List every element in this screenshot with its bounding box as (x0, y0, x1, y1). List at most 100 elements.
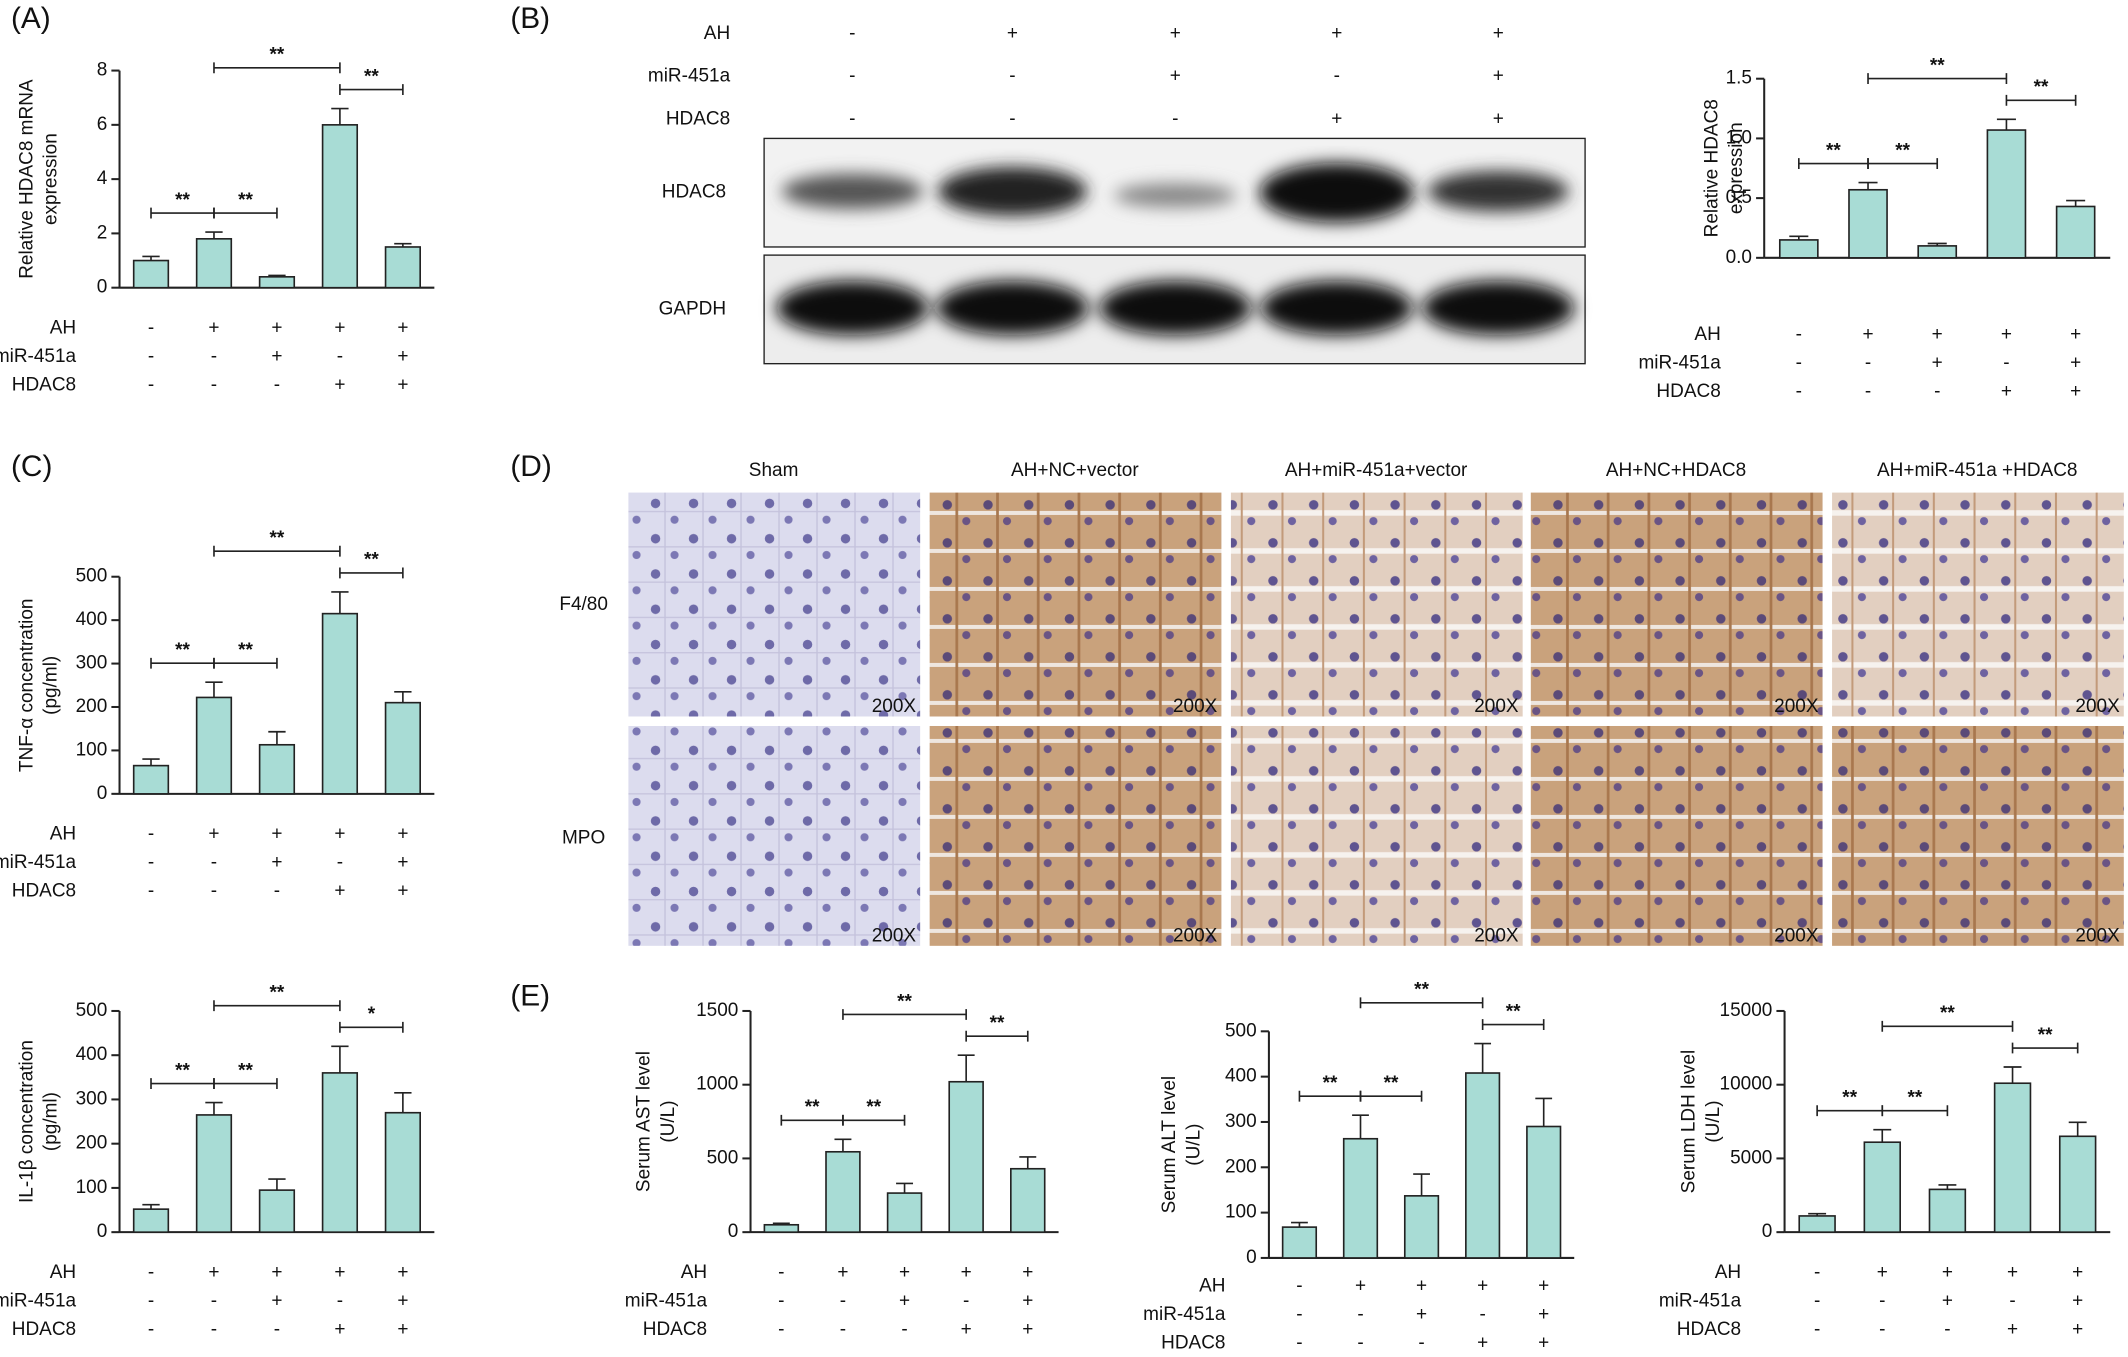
condition-sign: + (397, 852, 408, 873)
bar (195, 238, 233, 289)
condition-sign: - (1009, 108, 1015, 129)
condition-sign: - (1796, 324, 1802, 345)
significance-bracket (1881, 1020, 2014, 1032)
significance-label: ** (238, 190, 253, 211)
condition-sign: - (148, 346, 154, 367)
error-bar (1927, 242, 1947, 246)
significance-bracket (1867, 73, 2008, 85)
condition-sign: + (208, 1262, 219, 1283)
significance-label: ** (175, 1060, 190, 1081)
error-bar (1808, 1212, 1827, 1216)
y-tick-label: 0.0 (1726, 247, 1752, 268)
condition-sign: - (274, 374, 280, 395)
condition-label: miR-451a (0, 346, 77, 367)
bar (1986, 129, 2027, 259)
panel-label: (E) (510, 979, 550, 1012)
condition-sign: - (1357, 1332, 1363, 1353)
error-bar (772, 1222, 790, 1225)
column-label: Sham (749, 460, 799, 481)
y-tick-label: 0 (1762, 1221, 1773, 1242)
error-bar (331, 1045, 349, 1073)
condition-sign: - (849, 108, 855, 129)
magnification: 200X (1474, 696, 1519, 717)
y-axis-label: Serum ALT level (1159, 1076, 1180, 1214)
condition-sign: + (899, 1290, 910, 1311)
bar (1928, 1188, 1967, 1233)
condition-sign: + (1942, 1290, 1953, 1311)
row-label: MPO (562, 828, 605, 849)
significance-label: ** (1895, 140, 1910, 161)
condition-sign: + (1331, 108, 1342, 129)
condition-sign: - (211, 1290, 217, 1311)
significance-label: ** (1842, 1087, 1857, 1108)
error-bar (205, 681, 223, 698)
y-axis-label: expression (1726, 122, 1747, 214)
condition-sign: - (1418, 1332, 1424, 1353)
condition-sign: + (2070, 324, 2081, 345)
condition-sign: - (1796, 353, 1802, 374)
y-tick-label: 2 (97, 222, 108, 243)
bar (948, 1080, 984, 1233)
condition-sign: + (2070, 381, 2081, 402)
error-bar (205, 231, 223, 239)
condition-sign: + (1493, 23, 1504, 44)
significance-label: ** (1506, 1001, 1521, 1022)
condition-sign: + (2001, 381, 2012, 402)
condition-sign: - (963, 1290, 969, 1311)
condition-sign: + (899, 1262, 910, 1283)
error-bar (331, 591, 349, 614)
significance-label: ** (1323, 1073, 1338, 1094)
y-tick-label: 1.5 (1726, 68, 1752, 89)
column-label: AH+miR-451a+vector (1285, 460, 1468, 481)
significance-bracket (213, 1078, 278, 1089)
significance-label: ** (805, 1097, 820, 1118)
y-axis-label: (pg/ml) (41, 1092, 62, 1151)
condition-sign: - (1796, 381, 1802, 402)
ihc-image (929, 725, 1222, 946)
condition-sign: + (1493, 66, 1504, 87)
condition-sign: + (1877, 1262, 1888, 1283)
band-label: GAPDH (659, 298, 727, 319)
error-bar (1789, 235, 1809, 240)
ihc-image (1832, 725, 2124, 946)
bar (258, 1189, 296, 1233)
y-axis-label: Relative HDAC8 mRNA (16, 79, 37, 279)
condition-sign: + (2070, 353, 2081, 374)
error-bar (142, 1203, 160, 1210)
condition-sign: + (1932, 324, 1943, 345)
significance-bracket (2005, 94, 2077, 106)
y-axis-label: TNF-α concentration (16, 599, 37, 772)
condition-sign: + (1331, 23, 1342, 44)
condition-sign: - (148, 1319, 154, 1340)
condition-sign: - (778, 1319, 784, 1340)
significance-label: ** (1930, 55, 1945, 76)
bar (1010, 1167, 1046, 1233)
condition-label: AH (1694, 324, 1720, 345)
y-axis-label: IL-1β concentration (16, 1040, 37, 1203)
condition-sign: - (274, 1319, 280, 1340)
condition-sign: - (211, 852, 217, 873)
condition-sign: + (1932, 353, 1943, 374)
y-tick-label: 500 (76, 1000, 108, 1021)
significance-label: ** (270, 528, 285, 549)
y-axis-label: (U/L) (1703, 1100, 1724, 1142)
y-tick-label: 500 (707, 1147, 739, 1168)
condition-label: miR-451a (648, 66, 731, 87)
y-tick-label: 1500 (696, 1000, 738, 1021)
error-bar (1474, 1042, 1492, 1074)
condition-sign: + (1007, 23, 1018, 44)
y-tick-label: 500 (1225, 1020, 1257, 1041)
condition-sign: + (1416, 1304, 1427, 1325)
condition-label: HDAC8 (12, 881, 76, 902)
condition-sign: + (1493, 108, 1504, 129)
condition-sign: + (1022, 1290, 1033, 1311)
condition-sign: - (849, 66, 855, 87)
significance-label: ** (175, 190, 190, 211)
condition-sign: + (1538, 1332, 1549, 1353)
condition-sign: - (1009, 66, 1015, 87)
ihc-image (1530, 492, 1823, 717)
magnification: 200X (872, 696, 917, 717)
column-label: AH+miR-451a +HDAC8 (1877, 460, 2077, 481)
significance-bracket (1359, 1090, 1423, 1102)
significance-label: ** (1940, 1003, 1955, 1024)
